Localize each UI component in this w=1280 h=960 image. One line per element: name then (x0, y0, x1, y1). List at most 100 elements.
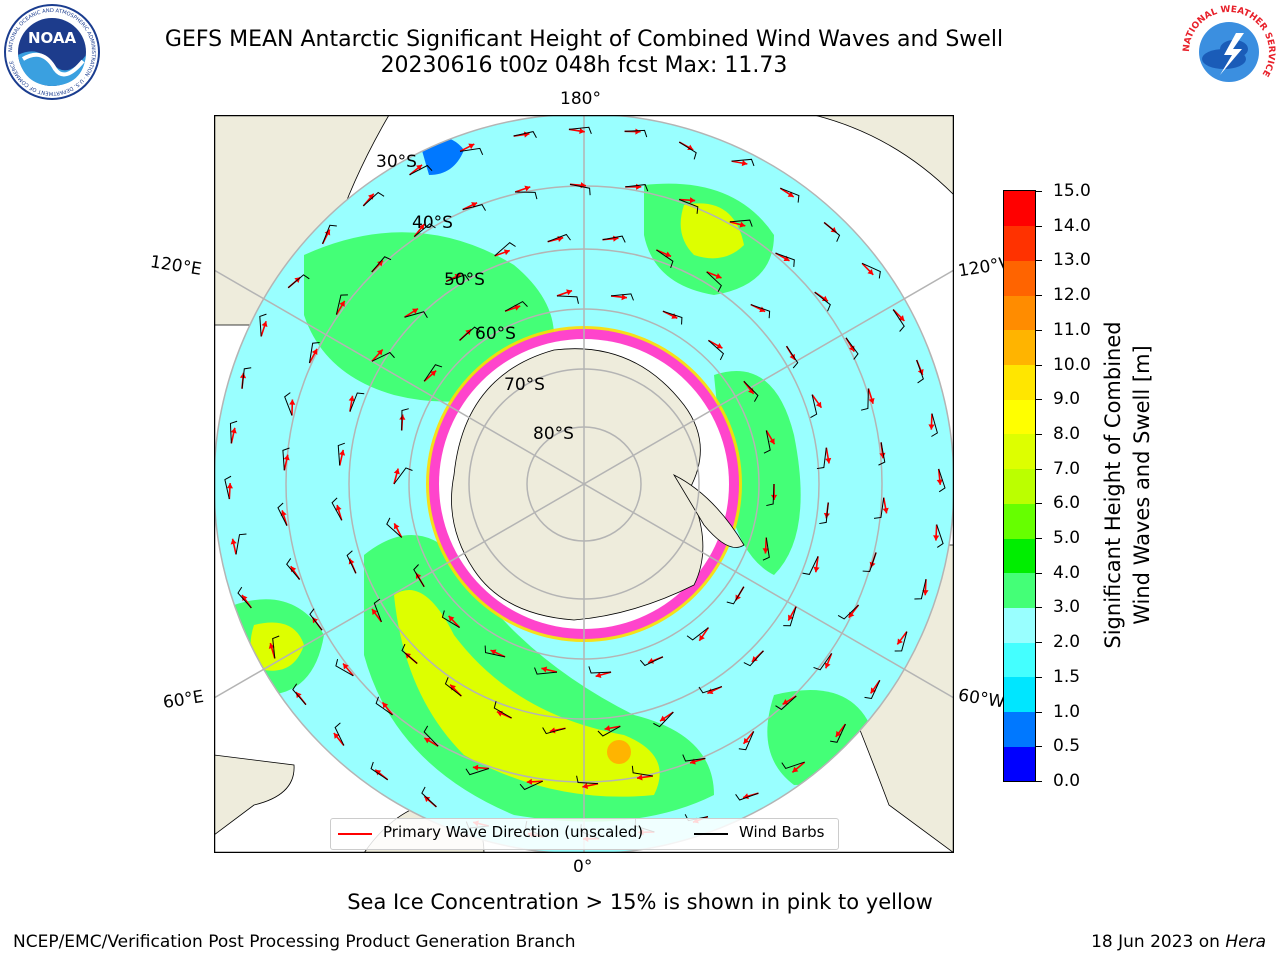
wave-direction-arrowhead (424, 738, 431, 744)
wind-barb (819, 502, 829, 525)
wind-barb (735, 792, 759, 801)
colorbar-tick (1035, 364, 1042, 366)
colorbar-tick-label: 1.5 (1053, 666, 1081, 687)
colorbar-tick-label: 9.0 (1053, 389, 1081, 410)
wind-barb (810, 394, 818, 418)
wave-direction-arrowhead (416, 164, 423, 171)
colorbar-segment (1004, 711, 1035, 747)
wind-barb (631, 765, 653, 777)
colorbar-tick-label: 4.0 (1053, 562, 1081, 583)
colorbar-tick (1035, 225, 1042, 227)
wind-barb (602, 235, 626, 243)
lon-label-120e: 120°E (148, 252, 203, 280)
wind-barb (459, 326, 481, 341)
wind-barb (775, 695, 797, 711)
wind-barb (892, 309, 905, 332)
wind-barb (462, 204, 486, 211)
colorbar-tick-label: 3.0 (1053, 597, 1081, 618)
wind-barb (938, 468, 946, 493)
lat-label-80s: 80°S (533, 424, 574, 444)
wind-barb (878, 442, 886, 466)
wave-direction-arrowhead (922, 589, 929, 596)
run-host: Hera (1225, 932, 1266, 952)
wave-direction-arrowhead (637, 774, 643, 781)
legend-barb-line (694, 833, 728, 835)
wind-barb (413, 564, 425, 587)
wave-direction-arrowhead (604, 725, 611, 732)
lat-label-50s: 50°S (444, 270, 485, 290)
colorbar-segment (1004, 503, 1035, 539)
wave-field-5m (250, 622, 304, 671)
wind-barb (259, 313, 267, 337)
wind-barb (726, 586, 745, 605)
wind-barb (286, 558, 300, 580)
wind-barb (534, 667, 558, 675)
wind-barb (515, 191, 538, 200)
wind-barb (409, 164, 433, 176)
wave-direction-arrowhead (333, 732, 340, 739)
wind-barb (750, 304, 771, 319)
wave-direction-arrowhead (770, 494, 778, 500)
wave-direction-arrowhead (566, 289, 573, 296)
noaa-logo: NOAA NATIONAL OCEANIC AND ATMOSPHERIC AD… (3, 3, 101, 101)
wave-direction-arrowhead (741, 160, 748, 167)
colorbar-segment (1004, 746, 1035, 782)
wave-direction-arrowhead (824, 662, 831, 669)
wind-barb (235, 533, 247, 555)
wave-direction-arrowhead (699, 634, 705, 641)
colorbar-segment (1004, 295, 1035, 331)
colorbar-segment (1004, 607, 1035, 643)
wind-barb (816, 447, 827, 470)
wave-direction-arrowhead (936, 479, 943, 485)
wave-direction-arrowhead (933, 535, 940, 541)
wave-direction-arrowhead (879, 452, 886, 459)
colorbar-segment (1004, 433, 1035, 470)
wave-direction-arrowhead (689, 197, 696, 204)
wind-barb (542, 727, 566, 735)
wind-barb (282, 447, 290, 471)
colorbar-tick-label: 0.5 (1053, 736, 1081, 757)
wave-direction-arrowhead (788, 614, 794, 621)
wind-barb (337, 442, 345, 466)
wave-direction-arrowhead (660, 715, 667, 722)
wind-barb (698, 686, 723, 694)
wave-direction-arrowhead (928, 424, 935, 430)
wind-barb (624, 129, 648, 138)
wind-barb (465, 768, 489, 776)
wave-direction-arrowhead (280, 510, 287, 517)
antarctic-peninsula (672, 474, 745, 548)
map-legend: Primary Wave Direction (unscaled) Wind B… (330, 818, 839, 850)
colorbar-tick-label: 1.0 (1053, 701, 1081, 722)
colorbar-segment (1004, 260, 1035, 296)
wave-direction-arrowhead (289, 399, 296, 405)
wave-direction-arrowhead (339, 300, 345, 307)
colorbar-tick (1035, 676, 1042, 678)
wind-barb (375, 696, 393, 716)
wind-barb (862, 552, 877, 572)
wave-direction-arrowhead (813, 566, 820, 573)
wave-direction-arrowhead (311, 348, 318, 355)
wave-direction-arrowhead (635, 128, 641, 135)
wind-barb (335, 294, 348, 315)
wind-barb (894, 631, 908, 652)
colorbar-tick-label: 5.0 (1053, 528, 1081, 549)
wind-barb (371, 351, 395, 362)
wind-barb (729, 219, 753, 227)
colorbar-tick-label: 11.0 (1053, 319, 1091, 340)
colorbar-segment (1004, 191, 1035, 227)
wind-barb (731, 158, 755, 167)
legend-wave-label: Primary Wave Direction (unscaled) (383, 823, 644, 841)
wave-direction-arrowhead (454, 273, 461, 280)
wave-direction-arrowhead (514, 304, 521, 311)
lat-label-70s: 70°S (504, 375, 545, 395)
colorbar-tick (1035, 399, 1042, 401)
wave-direction-arrowhead (348, 558, 355, 565)
wind-barb (914, 579, 927, 600)
wave-direction-arrowhead (743, 737, 750, 744)
wave-direction-arrowhead (882, 507, 889, 514)
colorbar-segment (1004, 399, 1035, 435)
wind-barb (334, 722, 345, 746)
wind-barb (861, 262, 881, 279)
wave-direction-arrowhead (376, 349, 383, 356)
colorbar-tick (1035, 260, 1042, 262)
